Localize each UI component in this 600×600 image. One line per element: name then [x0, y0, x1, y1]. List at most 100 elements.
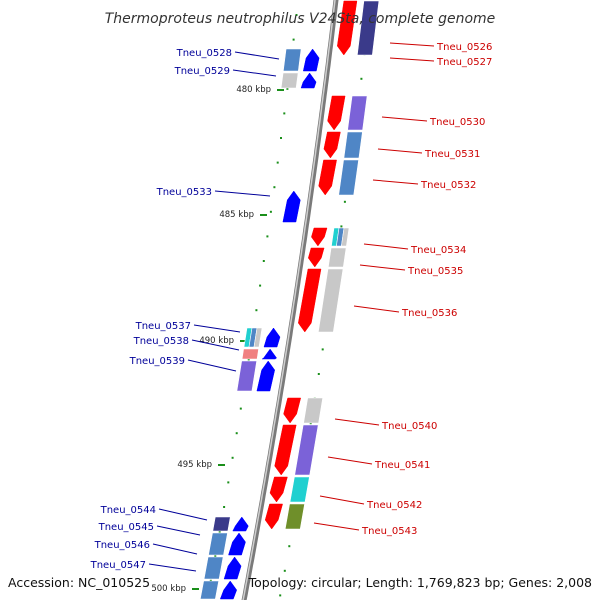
- tick-mark: [239, 407, 242, 410]
- gene-label-tneu_0538[interactable]: Tneu_0538: [133, 336, 189, 347]
- tick-mark: [286, 87, 289, 90]
- cog-category-block: [294, 424, 319, 476]
- gene-label-tneu_0533[interactable]: Tneu_0533: [156, 187, 212, 198]
- gene-label-tneu_0534[interactable]: Tneu_0534: [410, 245, 466, 256]
- gene-tneu_0530[interactable]: [327, 95, 346, 131]
- tick-mark: [227, 481, 230, 484]
- gene-label-leader: [234, 51, 280, 60]
- gene-label-tneu_0526[interactable]: Tneu_0526: [436, 42, 492, 53]
- gene-label-tneu_0542[interactable]: Tneu_0542: [366, 500, 422, 511]
- gene-tneu_0536[interactable]: [298, 268, 322, 333]
- cog-category-block: [236, 360, 258, 392]
- cog-category-block: [212, 516, 231, 532]
- gene-label-tneu_0530[interactable]: Tneu_0530: [429, 117, 485, 128]
- tick-mark: [317, 373, 320, 375]
- gene-label-tneu_0536[interactable]: Tneu_0536: [401, 308, 457, 319]
- gene-label-leader: [381, 116, 428, 122]
- gene-label-leader: [319, 495, 365, 505]
- gene-label-leader: [152, 543, 198, 555]
- cog-category-block: [356, 0, 380, 56]
- tick-mark: [223, 506, 226, 508]
- cog-category-block: [317, 268, 344, 333]
- gene-tneu_0539[interactable]: [256, 360, 275, 392]
- gene-label-leader: [353, 305, 400, 313]
- gene-label-leader: [359, 264, 406, 271]
- tick-mark: [262, 260, 265, 262]
- gene-tneu_0547[interactable]: [219, 580, 237, 600]
- gene-tneu_0544[interactable]: [232, 516, 249, 532]
- kbp-mark-label: 485 kbp: [219, 210, 254, 220]
- gene-tneu_0531[interactable]: [323, 131, 341, 159]
- gene-tneu_0533[interactable]: [282, 190, 301, 223]
- genes: [199, 0, 380, 600]
- kbp-mark-tick: [277, 89, 284, 91]
- gene-tneu_0528[interactable]: [302, 48, 320, 72]
- gene-label-tneu_0543[interactable]: Tneu_0543: [361, 526, 417, 537]
- kbp-mark-label: 480 kbp: [236, 85, 271, 95]
- gene-tneu_0532[interactable]: [318, 159, 337, 196]
- cog-category-block: [280, 72, 299, 89]
- gene-label-leader: [389, 42, 435, 47]
- gene-label-tneu_0545[interactable]: Tneu_0545: [98, 522, 154, 533]
- gene-label-tneu_0529[interactable]: Tneu_0529: [174, 66, 230, 77]
- accession-text: Accession: NC_010525: [8, 575, 150, 590]
- gene-tneu_0537[interactable]: [263, 327, 281, 348]
- gene-label-leader: [214, 190, 271, 197]
- cog-category-block: [199, 580, 220, 600]
- gene-tneu_0543[interactable]: [264, 503, 283, 530]
- gene-label-tneu_0540[interactable]: Tneu_0540: [381, 421, 437, 432]
- cog-category-block: [341, 227, 350, 247]
- cog-category-block: [241, 348, 259, 360]
- gene-label-tneu_0535[interactable]: Tneu_0535: [407, 266, 463, 277]
- topology-text: Topology: circular; Length: 1,769,823 bp…: [248, 575, 592, 590]
- cog-category-block: [284, 503, 305, 530]
- gene-label-leader: [232, 69, 277, 77]
- gene-tneu_0535[interactable]: [308, 247, 325, 268]
- gene-tneu_0542[interactable]: [269, 476, 288, 503]
- gene-label-leader: [377, 148, 423, 154]
- tick-mark: [283, 112, 286, 115]
- cog-category-block: [203, 556, 224, 580]
- cog-category-block: [289, 476, 310, 503]
- gene-tneu_0546[interactable]: [223, 556, 242, 580]
- tick-mark: [279, 594, 282, 597]
- tick-mark: [231, 456, 234, 459]
- gene-label-tneu_0532[interactable]: Tneu_0532: [420, 180, 476, 191]
- tick-mark: [266, 235, 269, 238]
- gene-label-tneu_0527[interactable]: Tneu_0527: [436, 57, 492, 68]
- cog-category-block: [347, 95, 368, 131]
- tick-mark: [235, 432, 238, 435]
- gene-label-leader: [363, 243, 409, 250]
- tick-mark: [321, 348, 324, 351]
- tick-mark: [269, 210, 272, 213]
- gene-label-tneu_0541[interactable]: Tneu_0541: [374, 460, 430, 471]
- tick-mark: [280, 137, 282, 139]
- gene-label-leader: [193, 324, 241, 333]
- gene-label-tneu_0539[interactable]: Tneu_0539: [129, 356, 185, 367]
- gene-label-tneu_0547[interactable]: Tneu_0547: [90, 560, 146, 571]
- tick-mark: [360, 77, 363, 80]
- gene-tneu_0534[interactable]: [311, 227, 328, 247]
- cog-category-block: [303, 397, 324, 424]
- gene-label-tneu_0537[interactable]: Tneu_0537: [135, 321, 191, 332]
- kbp-mark-tick: [260, 214, 267, 216]
- kbp-mark-label: 490 kbp: [199, 336, 234, 346]
- gene-tneu_0541[interactable]: [274, 424, 297, 476]
- gene-tneu_0540[interactable]: [283, 397, 302, 424]
- cog-category-block: [208, 532, 228, 556]
- gene-labels: Tneu_0526 Tneu_0527 Tneu_0530 Tneu_0531 Tneu…: [90, 42, 492, 572]
- gene-label-leader: [334, 418, 380, 426]
- gene-tneu_0545[interactable]: [228, 532, 246, 556]
- gene-label-tneu_0528[interactable]: Tneu_0528: [176, 48, 232, 59]
- tick-mark: [259, 284, 262, 287]
- gene-tneu_0538[interactable]: [261, 348, 277, 360]
- cog-category-block: [338, 159, 359, 196]
- gene-label-tneu_0546[interactable]: Tneu_0546: [94, 540, 150, 551]
- tick-mark: [288, 545, 291, 548]
- gene-tneu_0529[interactable]: [300, 72, 317, 89]
- gene-label-tneu_0544[interactable]: Tneu_0544: [100, 505, 156, 516]
- gene-label-tneu_0531[interactable]: Tneu_0531: [424, 149, 480, 160]
- gene-tneu_0526[interactable]: [337, 0, 358, 56]
